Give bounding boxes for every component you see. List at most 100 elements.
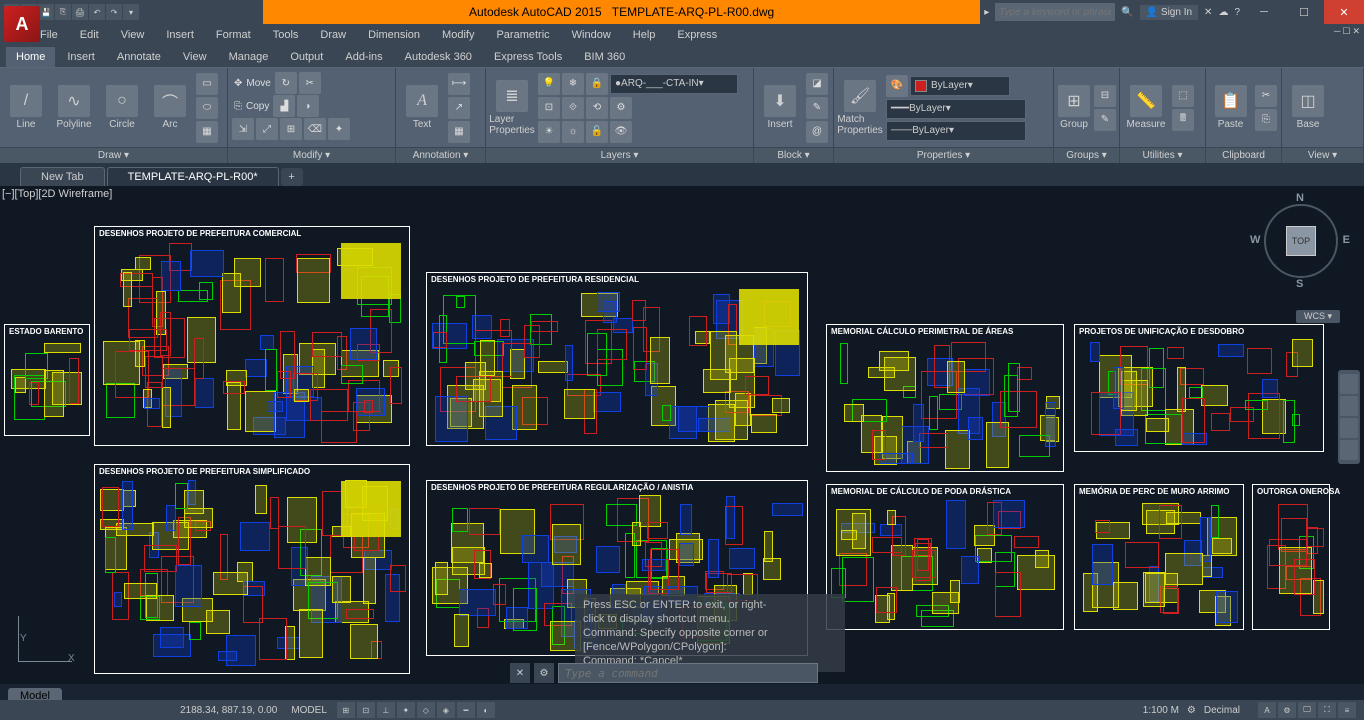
panel-annotation-title[interactable]: Annotation ▾	[396, 147, 485, 163]
menu-view[interactable]: View	[121, 29, 145, 41]
fillet-icon[interactable]: ◗	[297, 95, 319, 117]
qat-saveas-icon[interactable]: ⎘	[55, 4, 71, 20]
lineweight-dropdown[interactable]: ━━━ ByLayer ▾	[886, 99, 1026, 119]
doc-close-icon[interactable]: ✕	[1352, 26, 1360, 37]
copy-clip-icon[interactable]: ⎘	[1255, 109, 1277, 131]
viewcube-e[interactable]: E	[1343, 234, 1350, 246]
layer-thaw-icon[interactable]: ☼	[562, 121, 584, 143]
doc-min-icon[interactable]: ─	[1334, 26, 1340, 37]
app-logo[interactable]: A	[4, 6, 40, 42]
cloud-icon[interactable]: ☁	[1218, 7, 1228, 18]
ungroup-icon[interactable]: ⊟	[1094, 85, 1116, 107]
hatch-icon[interactable]: ▦	[196, 121, 218, 143]
signin-button[interactable]: 👤 Sign In	[1140, 5, 1198, 20]
clean-icon[interactable]: ⛶	[1318, 702, 1336, 718]
mirror-icon[interactable]: ▟	[273, 95, 295, 117]
erase-icon[interactable]: ⌫	[304, 118, 326, 140]
doc-max-icon[interactable]: ☐	[1342, 26, 1350, 37]
match-properties-button[interactable]: 🖌Match Properties	[838, 72, 882, 144]
viewcube-n[interactable]: N	[1296, 192, 1304, 204]
move-button[interactable]: ✥ Move	[232, 77, 273, 90]
gear-icon[interactable]: ⚙	[1187, 705, 1196, 716]
text-button[interactable]: AText	[400, 72, 444, 144]
layer-match-icon[interactable]: ⟐	[562, 97, 584, 119]
close-button[interactable]: ✕	[1324, 0, 1364, 24]
menu-tools[interactable]: Tools	[273, 29, 299, 41]
tab-manage[interactable]: Manage	[219, 47, 279, 67]
menu-modify[interactable]: Modify	[442, 29, 474, 41]
search-icon[interactable]: 🔍	[1121, 7, 1133, 18]
tab-output[interactable]: Output	[280, 47, 333, 67]
nav-pan-icon[interactable]	[1340, 396, 1358, 416]
otrack-icon[interactable]: ◈	[437, 702, 455, 718]
trim-icon[interactable]: ✂	[299, 72, 321, 94]
measure-button[interactable]: 📏Measure	[1124, 72, 1168, 144]
panel-utilities-title[interactable]: Utilities ▾	[1120, 147, 1205, 163]
cmd-config-icon[interactable]: ⚙	[534, 663, 554, 683]
layer-walk-icon[interactable]: 👁	[610, 121, 632, 143]
qat-redo-icon[interactable]: ↷	[106, 4, 122, 20]
viewcube-s[interactable]: S	[1296, 278, 1303, 290]
layer-on-icon[interactable]: ☀	[538, 121, 560, 143]
color-dropdown[interactable]: ByLayer ▾	[910, 76, 1010, 96]
viewcube[interactable]: TOP N S E W	[1256, 196, 1346, 286]
ortho-icon[interactable]: ⊥	[377, 702, 395, 718]
calc-icon[interactable]: 🖩	[1172, 109, 1194, 131]
menu-help[interactable]: Help	[633, 29, 656, 41]
lweight-icon[interactable]: ━	[457, 702, 475, 718]
layer-dropdown[interactable]: ● ARQ-___-CTA-IN ▾	[610, 74, 738, 94]
filetab-active[interactable]: TEMPLATE-ARQ-PL-R00*	[107, 167, 279, 186]
panel-view-title[interactable]: View ▾	[1282, 147, 1363, 163]
workspace-icon[interactable]: ⚙	[1278, 702, 1296, 718]
menu-window[interactable]: Window	[572, 29, 611, 41]
layer-unlock-icon[interactable]: 🔓	[586, 121, 608, 143]
layer-prev-icon[interactable]: ⟲	[586, 97, 608, 119]
maximize-button[interactable]: ☐	[1284, 0, 1324, 24]
rect-icon[interactable]: ▭	[196, 73, 218, 95]
tab-expresstools[interactable]: Express Tools	[484, 47, 572, 67]
panel-draw-title[interactable]: Draw ▾	[0, 147, 227, 163]
layer-freeze-icon[interactable]: ❄	[562, 73, 584, 95]
filetab-new[interactable]: New Tab	[20, 167, 105, 186]
tab-home[interactable]: Home	[6, 47, 55, 67]
explode-icon[interactable]: ✦	[328, 118, 350, 140]
menu-insert[interactable]: Insert	[166, 29, 194, 41]
snap-icon[interactable]: ⊡	[357, 702, 375, 718]
model-indicator[interactable]: MODEL	[291, 705, 327, 716]
array-icon[interactable]: ⊞	[280, 118, 302, 140]
menu-edit[interactable]: Edit	[80, 29, 99, 41]
linetype-dropdown[interactable]: ─── ByLayer ▾	[886, 121, 1026, 141]
filetab-add-button[interactable]: +	[281, 168, 303, 186]
menu-file[interactable]: File	[40, 29, 58, 41]
viewport-label[interactable]: [−][Top][2D Wireframe]	[2, 188, 112, 200]
group-button[interactable]: ⊞Group	[1058, 72, 1090, 144]
ellipse-icon[interactable]: ⬭	[196, 97, 218, 119]
rotate-icon[interactable]: ↻	[275, 72, 297, 94]
monitor-icon[interactable]: 🖵	[1298, 702, 1316, 718]
paste-button[interactable]: 📋Paste	[1210, 72, 1251, 144]
qat-more-icon[interactable]: ▾	[123, 4, 139, 20]
table-icon[interactable]: ▦	[448, 121, 470, 143]
exchange-icon[interactable]: ✕	[1204, 7, 1212, 18]
layer-iso-icon[interactable]: ⊡	[538, 97, 560, 119]
wcs-label[interactable]: WCS ▾	[1296, 310, 1340, 323]
menu-express[interactable]: Express	[677, 29, 717, 41]
arc-button[interactable]: ⌒Arc	[148, 72, 192, 144]
transparency-icon[interactable]: ◐	[477, 702, 495, 718]
nav-wheel-icon[interactable]	[1340, 374, 1358, 394]
annoscale-icon[interactable]: A	[1258, 702, 1276, 718]
attr-icon[interactable]: @	[806, 121, 828, 143]
menu-parametric[interactable]: Parametric	[496, 29, 549, 41]
nav-orbit-icon[interactable]	[1340, 440, 1358, 460]
units-display[interactable]: Decimal	[1204, 705, 1240, 716]
edit-block-icon[interactable]: ✎	[806, 97, 828, 119]
qat-undo-icon[interactable]: ↶	[89, 4, 105, 20]
search-arrow-icon[interactable]: ▸	[984, 7, 989, 18]
tab-insert[interactable]: Insert	[57, 47, 105, 67]
search-input[interactable]	[995, 3, 1115, 21]
insert-block-button[interactable]: ⬇Insert	[758, 72, 802, 144]
menu-draw[interactable]: Draw	[320, 29, 346, 41]
cmd-close-icon[interactable]: ✕	[510, 663, 530, 683]
tab-autodesk360[interactable]: Autodesk 360	[395, 47, 482, 67]
layer-state-icon[interactable]: ⚙	[610, 97, 632, 119]
